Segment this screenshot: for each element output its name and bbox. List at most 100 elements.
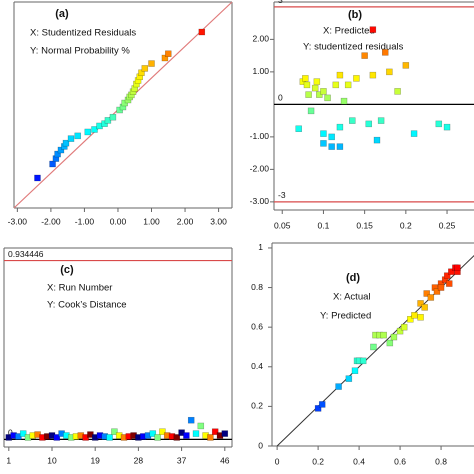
- point: [433, 288, 441, 295]
- x-tick-label: 1.00: [143, 216, 160, 226]
- y-tick-label: -3.00: [250, 196, 270, 206]
- annotation: Y: studentized residuals: [303, 42, 404, 53]
- point: [197, 422, 205, 430]
- point: [149, 430, 157, 437]
- x-tick-label: 1: [6, 455, 11, 465]
- point: [365, 120, 373, 128]
- reference-label: -3: [278, 190, 286, 200]
- point: [111, 428, 118, 435]
- annotation: Y: Predicted: [320, 311, 371, 322]
- point: [34, 174, 41, 182]
- point: [328, 133, 335, 141]
- point: [332, 81, 340, 89]
- point: [19, 430, 27, 437]
- point: [336, 123, 344, 131]
- point: [410, 130, 418, 137]
- point: [359, 357, 367, 365]
- point: [302, 75, 309, 82]
- annotation: X: Actual: [333, 292, 371, 303]
- panel-label: (c): [60, 264, 74, 276]
- point: [84, 128, 92, 136]
- x-tick-label: 0.8: [435, 456, 447, 466]
- point: [104, 117, 112, 124]
- point: [377, 117, 385, 124]
- point: [340, 97, 348, 105]
- panel: 0 0.2 0.4 0.6 0.8 0 0.2 0.4 0.6 0.8 1 (d) X: Actual Y…: [251, 242, 474, 466]
- points: [314, 264, 461, 412]
- point: [390, 333, 398, 341]
- point: [165, 50, 172, 58]
- point: [373, 136, 381, 144]
- point: [369, 71, 377, 79]
- point: [148, 60, 155, 67]
- annotation: X: Predicted: [323, 26, 375, 37]
- point: [295, 125, 302, 132]
- reference-label: 3: [278, 0, 283, 5]
- annotation: Y: Cook’s Distance: [47, 300, 127, 311]
- x-tick-label: 0.6: [394, 456, 406, 466]
- point: [305, 91, 312, 98]
- point: [221, 430, 229, 437]
- point: [307, 107, 315, 115]
- y-tick-label: 0.2: [251, 401, 263, 411]
- x-tick-label: 19: [90, 455, 100, 465]
- point: [320, 130, 327, 137]
- point: [106, 434, 113, 441]
- point: [311, 84, 319, 92]
- point: [361, 52, 368, 59]
- y-tick-label: -2.00: [250, 164, 270, 174]
- point: [370, 343, 377, 351]
- point: [345, 375, 353, 382]
- point: [320, 88, 327, 95]
- point: [407, 315, 414, 323]
- point: [351, 367, 359, 374]
- point: [344, 81, 352, 89]
- x-tick-label: -1.00: [75, 216, 95, 226]
- reference-label: 0.934446: [8, 249, 44, 259]
- y-tick-label: 0.4: [251, 361, 263, 371]
- point: [91, 126, 98, 133]
- point: [417, 300, 424, 307]
- point: [454, 264, 461, 272]
- panel-label: (d): [346, 272, 360, 284]
- point: [318, 401, 326, 408]
- point: [328, 143, 335, 150]
- point: [207, 434, 214, 441]
- x-tick-label: 0.2: [312, 456, 324, 466]
- point: [336, 143, 344, 150]
- point: [67, 135, 75, 142]
- point: [116, 106, 123, 114]
- point: [320, 140, 327, 147]
- reference-label: 0: [278, 93, 283, 103]
- point: [448, 268, 455, 275]
- x-tick-label: 2.00: [177, 216, 194, 226]
- point: [402, 62, 410, 69]
- point: [62, 139, 70, 147]
- point: [192, 430, 200, 437]
- x-tick-label: 0: [275, 456, 280, 466]
- y-tick-label: -1.00: [250, 131, 270, 141]
- point: [435, 120, 443, 128]
- point: [349, 117, 356, 124]
- point: [141, 65, 149, 72]
- point: [324, 94, 331, 102]
- x-tick-label: 0.25: [439, 220, 456, 230]
- panel: 1 10 19 28 37 46 0.934446 0 (c) X: Run Number Y: C…: [3, 247, 233, 465]
- point: [121, 99, 128, 107]
- point: [437, 284, 445, 291]
- panel: -3.00 -2.00 -1.00 0.00 1.00 2.00 3.00 (a) X: Stu…: [8, 1, 233, 226]
- point: [313, 78, 321, 85]
- x-tick-label: 0.05: [274, 220, 291, 230]
- point: [381, 49, 389, 56]
- point: [173, 434, 181, 441]
- point: [183, 432, 190, 439]
- x-tick-label: 0.4: [353, 456, 365, 466]
- point: [423, 290, 430, 297]
- point: [138, 69, 145, 77]
- point: [74, 132, 81, 140]
- x-tick-label: -3.00: [8, 216, 28, 226]
- y-tick-label: 1.00: [252, 66, 269, 76]
- point: [336, 71, 344, 79]
- point: [109, 113, 117, 121]
